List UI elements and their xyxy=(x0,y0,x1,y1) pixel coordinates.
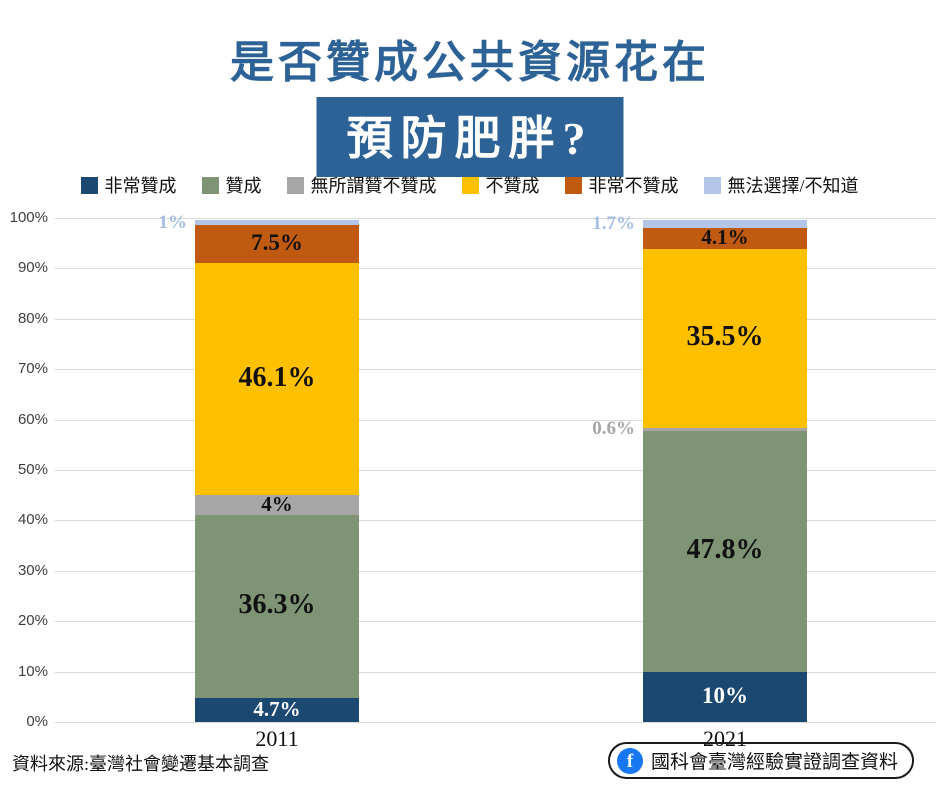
grid-line xyxy=(55,369,936,371)
grid-line xyxy=(55,520,936,522)
grid-line xyxy=(55,419,936,421)
y-axis-tick-label: 50% xyxy=(17,461,48,478)
stacked-bar-chart: 0% 10% 20% 30% 40% 50% 60% 70% 80% 90% 100% 1% 4.7% 3… xyxy=(0,210,940,730)
grid-line xyxy=(55,570,936,572)
legend-label: 不贊成 xyxy=(485,176,540,196)
page-title: 是否贊成公共資源花在 xyxy=(230,38,710,87)
y-axis-tick-label: 70% xyxy=(17,360,48,378)
bar-segment-贊成: 47.8% xyxy=(643,430,807,672)
grid-line xyxy=(55,671,936,673)
title-highlight-text: 預防肥胖? xyxy=(346,113,594,164)
grid-line xyxy=(55,318,936,320)
x-axis-label-2011: 2011 xyxy=(255,726,299,751)
legend-label: 贊成 xyxy=(225,176,262,196)
segment-value-label: 35.5% xyxy=(686,320,764,352)
bar-segment-贊成: 36.3% xyxy=(195,515,359,699)
legend-swatch xyxy=(704,176,722,194)
facebook-badge: f 國科會臺灣經驗實證調查資料 xyxy=(607,742,914,779)
bar-segment-非常贊成: 10% xyxy=(643,671,807,722)
segment-value-label: 7.5% xyxy=(251,229,303,255)
grid-line xyxy=(55,722,936,723)
segment-outside-value-label: 1.7% xyxy=(592,212,635,234)
segment-value-label: 4.1% xyxy=(701,225,749,250)
chart-legend: 非常贊成 贊成 無所謂贊不贊成 不贊成 非常不贊成 無法選擇/不知道 xyxy=(0,172,940,198)
legend-swatch xyxy=(565,176,583,194)
segment-outside-value-label: 0.6% xyxy=(592,418,635,440)
y-axis-tick-label: 40% xyxy=(17,511,48,529)
bar-segment-非常不贊成: 4.1% xyxy=(643,225,807,250)
bar-segment-無所謂贊不贊成 xyxy=(643,427,807,431)
source-note: 資料來源:臺灣社會變遷基本調查 xyxy=(12,754,269,774)
bar-segment-無法選擇/不知道 xyxy=(643,219,807,229)
legend-item: 贊成 xyxy=(202,172,261,198)
bar-segment-非常贊成: 4.7% xyxy=(195,697,359,722)
y-axis-tick-label: 90% xyxy=(17,259,48,277)
legend-swatch xyxy=(462,176,480,194)
grid-line xyxy=(55,218,936,219)
legend-item: 無所謂贊不贊成 xyxy=(287,172,436,198)
grid-line xyxy=(55,470,936,471)
bar-segment-不贊成: 35.5% xyxy=(643,248,807,428)
segment-value-label: 10% xyxy=(702,682,748,708)
legend-item: 非常贊成 xyxy=(81,172,176,198)
bar-2011: 4.7% 36.3% 4% 46.1% 7.5% xyxy=(195,218,359,722)
legend-label: 無所謂贊不贊成 xyxy=(310,176,437,196)
y-axis-tick-label: 30% xyxy=(17,561,48,579)
title-highlight: 預防肥胖? xyxy=(316,97,624,177)
segment-value-label: 4% xyxy=(261,492,293,517)
facebook-badge-label: 國科會臺灣經驗實證調查資料 xyxy=(650,752,898,773)
segment-value-label: 47.8% xyxy=(686,533,764,565)
legend-item: 無法選擇/不知道 xyxy=(704,172,859,198)
segment-outside-value-label: 1% xyxy=(158,211,188,233)
y-axis-tick-label: 80% xyxy=(17,309,48,327)
bar-segment-無所謂贊不贊成: 4% xyxy=(195,492,359,517)
grid-line xyxy=(55,268,936,270)
legend-swatch xyxy=(287,176,305,194)
legend-swatch xyxy=(81,176,99,194)
y-axis-tick-label: 60% xyxy=(17,410,48,428)
legend-label: 非常贊成 xyxy=(104,176,177,196)
bar-segment-非常不贊成: 7.5% xyxy=(195,225,359,263)
bar-segment-不贊成: 46.1% xyxy=(195,262,359,496)
bar-segment-無法選擇/不知道 xyxy=(195,220,359,226)
legend-label: 非常不贊成 xyxy=(588,176,679,196)
y-axis-tick-label: 100% xyxy=(9,209,48,226)
legend-swatch xyxy=(202,176,220,194)
legend-label: 無法選擇/不知道 xyxy=(727,176,859,196)
legend-item: 不贊成 xyxy=(462,172,539,198)
y-axis-tick-label: 0% xyxy=(26,713,48,730)
segment-value-label: 46.1% xyxy=(238,361,316,393)
segment-value-label: 4.7% xyxy=(253,697,301,722)
grid-line xyxy=(55,621,936,623)
bar-2021: 10% 47.8% 35.5% 4.1% xyxy=(643,218,807,722)
y-axis-tick-label: 10% xyxy=(17,662,48,680)
y-axis-tick-label: 20% xyxy=(17,612,48,630)
legend-item: 非常不贊成 xyxy=(565,172,678,198)
facebook-icon: f xyxy=(616,747,643,774)
segment-value-label: 36.3% xyxy=(238,589,316,621)
